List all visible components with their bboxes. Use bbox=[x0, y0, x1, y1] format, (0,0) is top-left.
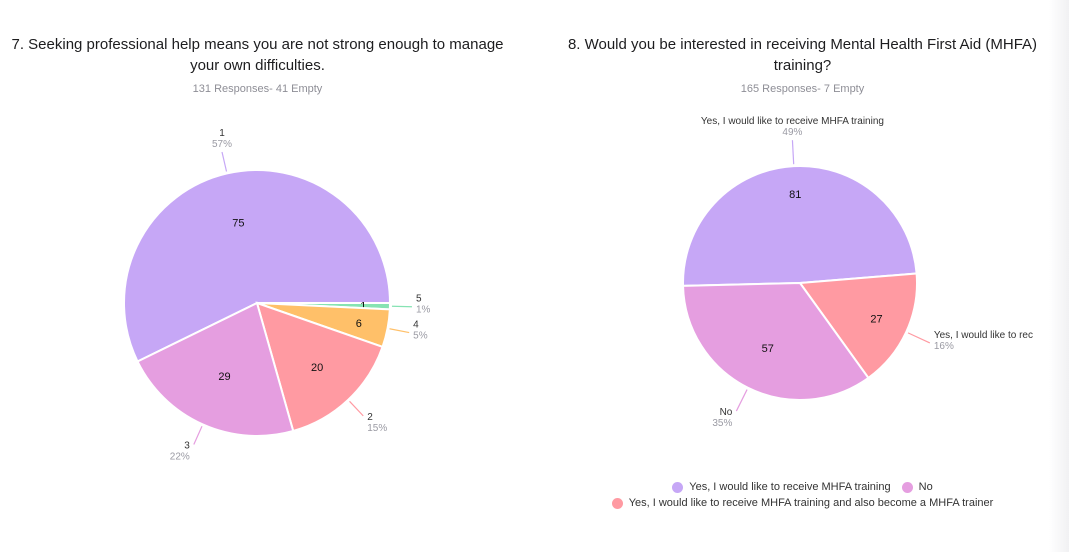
leader-line bbox=[389, 328, 410, 334]
slice-category-label: 5 bbox=[416, 294, 422, 305]
slice-percent-label: 15% bbox=[367, 423, 387, 434]
slice-value-label: 27 bbox=[870, 313, 882, 325]
slice-percent-label: 16% bbox=[934, 341, 954, 352]
slice-percent-label: 49% bbox=[782, 127, 802, 138]
slice-percent-label: 35% bbox=[712, 418, 732, 429]
legend-label: No bbox=[918, 481, 933, 493]
slice-percent-label: 5% bbox=[413, 331, 428, 342]
slice-category-label: Yes, I would like to receive MHFA traini… bbox=[701, 116, 884, 127]
legend-item[interactable]: Yes, I would like to receive MHFA traini… bbox=[672, 481, 891, 493]
slice-value-label: 29 bbox=[218, 371, 230, 383]
chart-subtitle: 165 Responses- 7 Empty bbox=[740, 83, 865, 95]
slice-value-label: 81 bbox=[789, 189, 801, 201]
slice-percent-label: 22% bbox=[170, 452, 190, 463]
legend-swatch bbox=[672, 481, 684, 493]
slice-category-label: 1 bbox=[219, 128, 225, 139]
legend-item[interactable]: No bbox=[901, 481, 933, 493]
chart-panel-q7: 7. Seeking professional help means you a… bbox=[0, 0, 515, 552]
pie-slice[interactable] bbox=[136, 301, 295, 437]
chart-title: 7. Seeking professional help means you a… bbox=[11, 36, 504, 74]
slice-percent-label: 57% bbox=[212, 139, 232, 150]
pie-chart-q8: 81 Yes, I would like to receive MHFA trai… bbox=[682, 116, 1033, 429]
pie-slice[interactable] bbox=[123, 169, 392, 363]
slice-value-label: 1 bbox=[360, 301, 366, 313]
pie-slice[interactable] bbox=[682, 165, 918, 287]
legend-item[interactable]: Yes, I would like to receive MHFA traini… bbox=[611, 497, 994, 509]
legend-label: Yes, I would like to receive MHFA traini… bbox=[689, 481, 891, 493]
leader-line bbox=[735, 389, 748, 412]
chart-legend-row-2: Yes, I would like to receive MHFA traini… bbox=[540, 497, 1065, 512]
legend-swatch bbox=[611, 497, 623, 509]
slice-value-label: 20 bbox=[311, 362, 323, 374]
leader-line bbox=[907, 332, 931, 344]
slice-value-label: 75 bbox=[232, 218, 244, 230]
leader-line bbox=[349, 400, 364, 417]
scrollbar-track[interactable] bbox=[1049, 0, 1069, 552]
slice-category-label: No bbox=[720, 407, 733, 418]
leader-line bbox=[193, 426, 203, 445]
slice-category-label: 3 bbox=[184, 441, 190, 452]
chart-subtitle: 131 Responses- 41 Empty bbox=[192, 83, 323, 95]
chart-title: 8. Would you be interested in receiving … bbox=[567, 36, 1038, 74]
pie-slice[interactable] bbox=[682, 281, 870, 401]
slice-value-label: 57 bbox=[762, 343, 774, 355]
slice-percent-label: 1% bbox=[416, 305, 431, 316]
legend-label: Yes, I would like to receive MHFA traini… bbox=[628, 497, 994, 509]
slice-category-label: Yes, I would like to rec bbox=[934, 330, 1033, 341]
slice-category-label: 4 bbox=[413, 320, 419, 331]
legend-swatch bbox=[901, 481, 913, 493]
chart-legend-row-1: Yes, I would like to receive MHFA traini… bbox=[540, 481, 1065, 496]
slice-category-label: 2 bbox=[367, 412, 373, 423]
pie-slice[interactable] bbox=[798, 272, 918, 380]
slice-value-label: 6 bbox=[356, 318, 362, 330]
leader-line bbox=[791, 140, 795, 165]
leader-line bbox=[221, 151, 228, 172]
pie-slice[interactable] bbox=[255, 301, 384, 433]
chart-panel-q8: 8. Would you be interested in receiving … bbox=[540, 0, 1065, 552]
